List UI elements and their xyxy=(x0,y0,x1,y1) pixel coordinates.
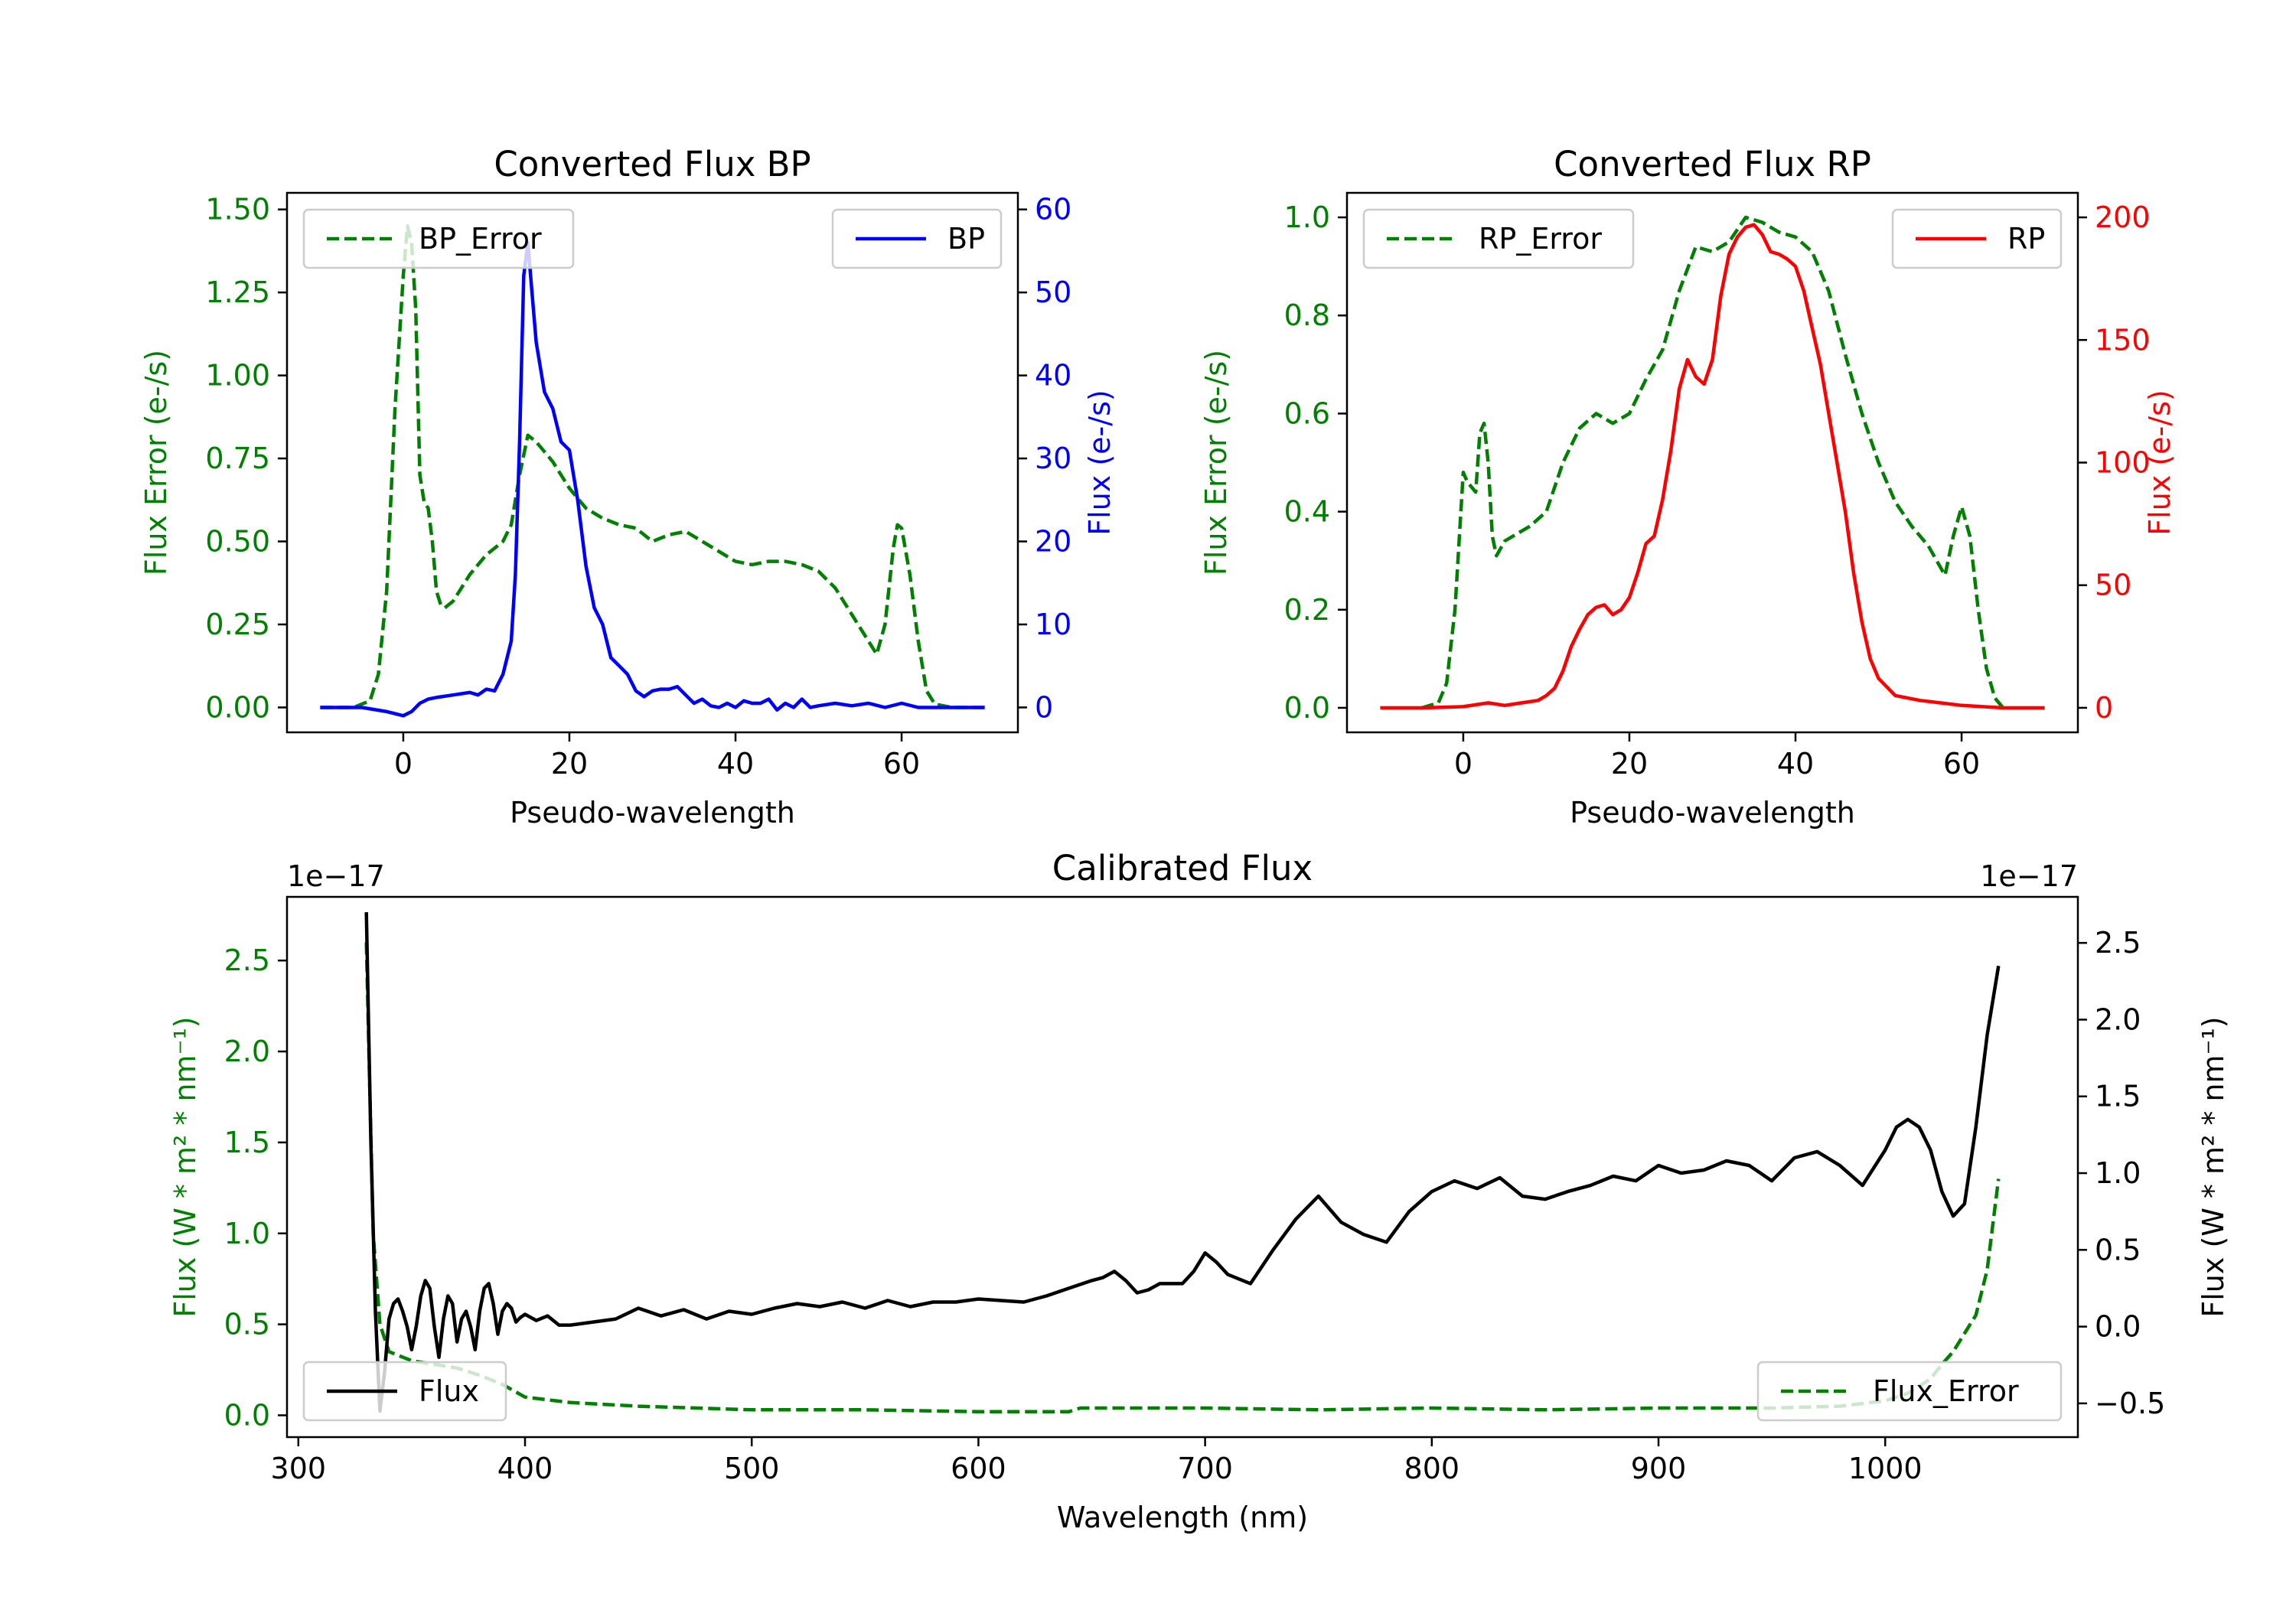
series-line-bp xyxy=(320,240,985,718)
x-tick-label: 60 xyxy=(883,747,920,781)
series-line-bp-error xyxy=(320,224,985,709)
y-left-tick-label: 0.0 xyxy=(1284,691,1330,725)
legend-box xyxy=(1362,208,1635,269)
y-left-tick-label: 1.0 xyxy=(1284,200,1330,234)
series-line-rp xyxy=(1380,223,2045,710)
series-line-rp-error xyxy=(1421,215,2005,710)
legend-box xyxy=(302,1361,507,1422)
x-axis-label: Wavelength (nm) xyxy=(1057,1501,1308,1534)
legend-flux: Flux xyxy=(302,1361,507,1422)
x-axis-label: Pseudo-wavelength xyxy=(510,796,795,830)
y-left-tick-label: 0.8 xyxy=(1284,298,1330,332)
y-right-offset-label: 1e−17 xyxy=(1980,859,2078,893)
chart-title: Calibrated Flux xyxy=(1052,848,1313,888)
y-left-offset-label: 1e−17 xyxy=(287,859,385,893)
chart-title: Converted Flux BP xyxy=(494,144,810,184)
y-left-tick-label: 0.25 xyxy=(205,608,270,641)
chart-title: Converted Flux RP xyxy=(1554,144,1871,184)
y-right-axis-label: Flux (e-/s) xyxy=(1083,390,1117,535)
y-right-tick-label: 2.0 xyxy=(2095,1002,2141,1036)
y-right-tick-label: 40 xyxy=(1035,359,1071,393)
x-tick-label: 0 xyxy=(394,747,413,781)
y-left-tick-label: 0.75 xyxy=(205,442,270,475)
calibrated-panel: 300 400 500 600 700 800 900 1000 0.0 0.5 1.0 1.5 2.0… xyxy=(168,848,2230,1534)
series-line-flux xyxy=(364,912,2001,1413)
legend-box xyxy=(302,208,575,269)
y-left-axis-label: Flux Error (e-/s) xyxy=(1199,350,1233,575)
x-tick-label: 700 xyxy=(1177,1452,1233,1485)
y-right-tick-label: 30 xyxy=(1035,442,1071,475)
bp-panel: 0 20 40 60 0.00 0.25 0.50 0.75 1.00 1.25 1.50 0 10 20… xyxy=(139,144,1117,830)
y-right-tick-label: 0.0 xyxy=(2095,1310,2141,1344)
legend-label: RP_Error xyxy=(1479,222,1602,256)
y-right-tick-label: −0.5 xyxy=(2095,1387,2165,1420)
plot-frame xyxy=(285,895,2079,1439)
y-right-tick-label: 1.0 xyxy=(2095,1156,2141,1190)
legend-rp-error: RP_Error xyxy=(1362,208,1635,269)
y-left-axis-label: Flux Error (e-/s) xyxy=(139,350,173,575)
y-left-tick-label: 0.50 xyxy=(205,525,270,559)
x-tick-label: 60 xyxy=(1943,747,1980,781)
plot-frame xyxy=(285,191,1019,734)
y-left-tick-label: 2.0 xyxy=(224,1035,270,1068)
y-right-tick-label: 0 xyxy=(2095,691,2113,725)
x-tick-label: 500 xyxy=(724,1452,780,1485)
y-right-tick-label: 2.5 xyxy=(2095,926,2141,960)
y-left-tick-label: 1.5 xyxy=(224,1126,270,1159)
x-tick-label: 600 xyxy=(951,1452,1006,1485)
x-tick-label: 1000 xyxy=(1848,1452,1923,1485)
y-left-tick-label: 0.6 xyxy=(1284,396,1330,430)
x-tick-label: 20 xyxy=(1611,747,1648,781)
y-right-tick-label: 200 xyxy=(2095,200,2151,234)
y-left-tick-label: 0.4 xyxy=(1284,495,1330,529)
y-right-tick-label: 0 xyxy=(1035,690,1053,724)
y-left-tick-label: 0.2 xyxy=(1284,593,1330,627)
x-tick-label: 0 xyxy=(1454,747,1473,781)
y-left-tick-label: 2.5 xyxy=(224,944,270,977)
legend-label: Flux xyxy=(419,1374,479,1408)
x-tick-label: 400 xyxy=(497,1452,553,1485)
legend-label: RP xyxy=(2007,222,2045,256)
y-right-tick-label: 0.5 xyxy=(2095,1233,2141,1266)
y-right-tick-label: 50 xyxy=(2095,569,2131,602)
y-left-tick-label: 1.0 xyxy=(224,1217,270,1250)
x-tick-label: 40 xyxy=(1777,747,1814,781)
y-right-tick-label: 1.5 xyxy=(2095,1080,2141,1113)
legend-label: BP_Error xyxy=(419,222,542,256)
y-left-tick-label: 1.50 xyxy=(205,193,270,227)
y-right-tick-label: 20 xyxy=(1035,525,1071,559)
legend-box xyxy=(1756,1361,2063,1422)
x-tick-label: 900 xyxy=(1631,1452,1687,1485)
x-tick-label: 800 xyxy=(1404,1452,1460,1485)
legend-rp: RP xyxy=(1891,208,2063,269)
x-tick-label: 40 xyxy=(717,747,754,781)
y-left-tick-label: 1.25 xyxy=(205,275,270,309)
x-tick-label: 300 xyxy=(271,1452,327,1485)
x-axis-label: Pseudo-wavelength xyxy=(1570,796,1855,830)
legend-bp-error: BP_Error xyxy=(302,208,575,269)
y-right-tick-label: 60 xyxy=(1035,193,1071,227)
y-right-tick-label: 100 xyxy=(2095,446,2151,480)
rp-panel: 0 20 40 60 0.0 0.2 0.4 0.6 0.8 1.0 0 50 100 150 200 Con… xyxy=(1199,144,2177,830)
legend-label: Flux_Error xyxy=(1873,1374,2019,1408)
y-right-tick-label: 50 xyxy=(1035,275,1071,309)
x-tick-label: 20 xyxy=(551,747,588,781)
legend-flux-error: Flux_Error xyxy=(1756,1361,2063,1422)
y-right-tick-label: 10 xyxy=(1035,608,1071,641)
legend-label: BP xyxy=(947,222,985,256)
legend-bp: BP xyxy=(831,208,1003,269)
y-left-tick-label: 0.5 xyxy=(224,1308,270,1341)
y-left-axis-label: Flux (W * m² * nm⁻¹) xyxy=(168,1016,202,1317)
y-right-tick-label: 150 xyxy=(2095,323,2151,357)
y-right-axis-label: Flux (e-/s) xyxy=(2143,390,2177,535)
y-left-tick-label: 0.0 xyxy=(224,1398,270,1432)
y-left-tick-label: 1.00 xyxy=(205,359,270,393)
y-right-axis-label: Flux (W * m² * nm⁻¹) xyxy=(2197,1016,2230,1317)
y-left-tick-label: 0.00 xyxy=(205,690,270,724)
